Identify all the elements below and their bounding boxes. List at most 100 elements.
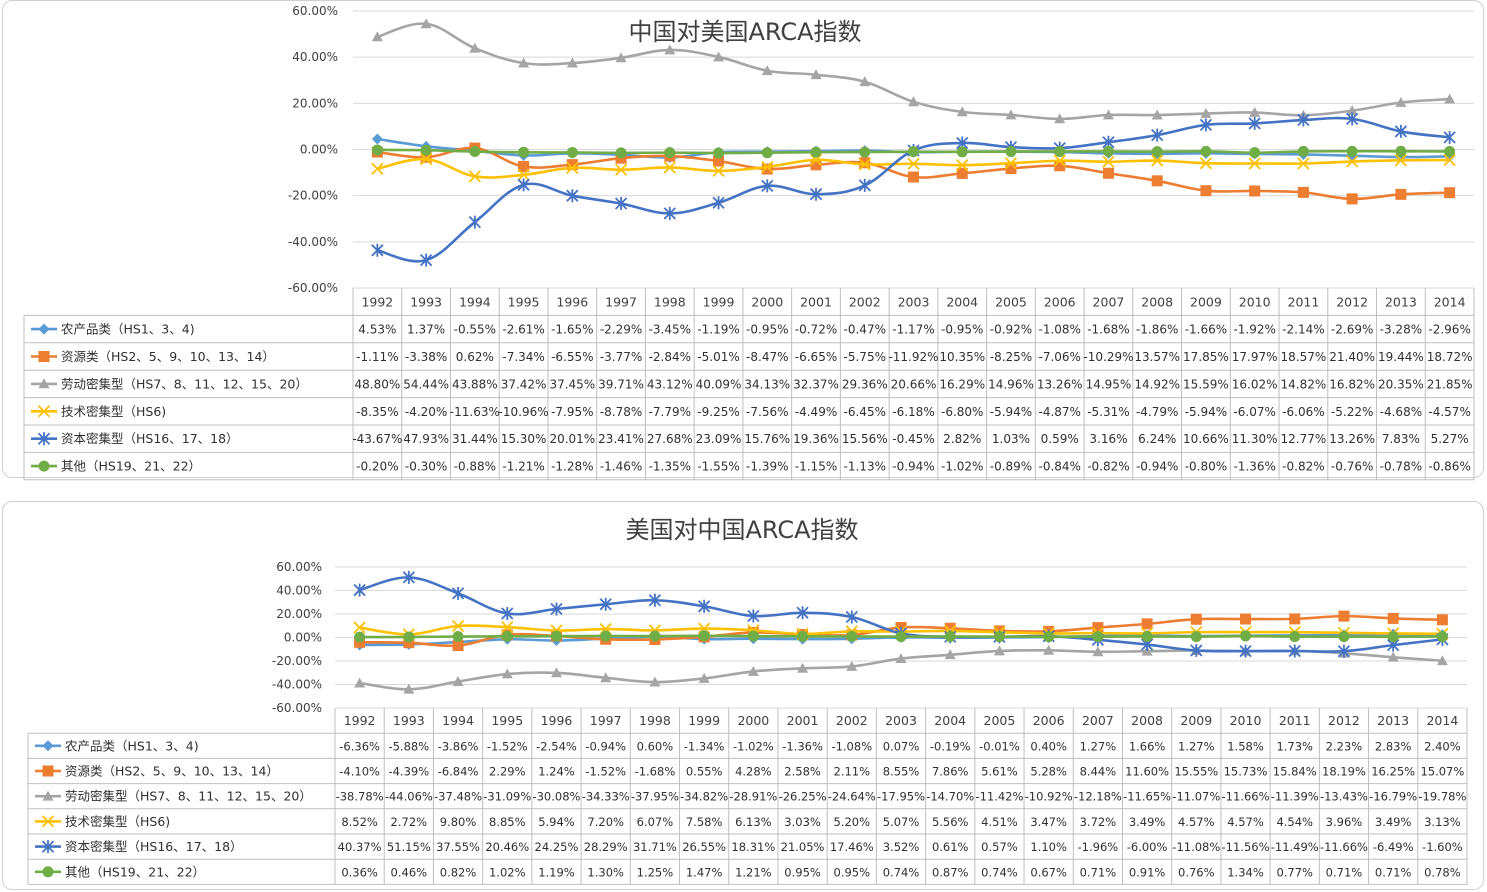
table-cell: -1.36% (782, 739, 823, 753)
table-cell: -1.86% (1136, 323, 1178, 337)
table-cell: 37.45% (549, 377, 595, 391)
table-cell: 0.59% (1041, 432, 1079, 446)
data-point-resource (1436, 614, 1448, 626)
table-cell: 1.21% (735, 865, 772, 879)
table-cell: -11.08% (1172, 840, 1220, 854)
data-point-labor (518, 57, 530, 68)
table-cell: -1.13% (844, 460, 886, 474)
x-tick-label: 2013 (1377, 713, 1409, 728)
x-tick-label: 2012 (1336, 295, 1368, 310)
data-point-capital (419, 253, 433, 267)
table-cell: 1.37% (407, 323, 445, 337)
table-cell: -16.79% (1369, 790, 1417, 804)
table-cell: -10.29% (1083, 350, 1133, 364)
table-cell: -1.17% (892, 323, 934, 337)
data-point-labor (403, 683, 415, 694)
y-tick-label: -20.00% (288, 189, 338, 203)
data-point-other (354, 631, 366, 643)
table-cell: -34.33% (582, 790, 630, 804)
table-cell: -0.94% (585, 739, 626, 753)
data-point-capital (1346, 112, 1359, 126)
data-point-tech (1394, 154, 1408, 167)
data-point-labor (420, 18, 432, 29)
table-cell: -5.88% (388, 739, 429, 753)
data-point-resource (403, 637, 415, 649)
data-point-tech (1053, 154, 1066, 167)
table-cell: -0.20% (356, 460, 398, 474)
data-point-resource (956, 167, 968, 179)
data-point-other (1190, 631, 1202, 643)
data-point-tech (501, 620, 514, 634)
table-cell: -0.55% (454, 323, 496, 337)
data-point-other (797, 630, 809, 642)
table-cell: -6.84% (438, 765, 479, 779)
table-cell: -0.95% (941, 323, 983, 337)
table-cell: 8.85% (489, 815, 526, 829)
data-point-tech (1297, 157, 1310, 170)
data-point-other (1005, 146, 1017, 158)
table-cell: -11.56% (1222, 840, 1270, 854)
table-cell: -4.49% (795, 405, 837, 419)
table-cell: 3.96% (1326, 815, 1363, 829)
data-point-other (1346, 145, 1358, 157)
x-tick-label: 1997 (590, 713, 622, 728)
table-cell: 9.80% (440, 815, 477, 829)
table-cell: -12.18% (1074, 790, 1122, 804)
table-cell: 16.02% (1232, 377, 1278, 391)
table-cell: -3.38% (405, 350, 447, 364)
table-cell: 43.88% (452, 377, 498, 391)
table-cell: 39.71% (598, 377, 644, 391)
data-point-resource (761, 163, 773, 175)
data-point-labor (615, 52, 627, 63)
table-cell: 0.74% (883, 865, 920, 879)
table-cell: 3.52% (883, 840, 920, 854)
data-point-capital (1151, 128, 1164, 142)
table-cell: 40.09% (696, 377, 742, 391)
data-point-capital (712, 196, 725, 210)
data-point-tech (371, 162, 384, 175)
table-cell: -0.88% (454, 460, 496, 474)
data-point-capital (451, 586, 465, 600)
table-cell: -1.55% (697, 460, 739, 474)
table-cell: 1.58% (1227, 739, 1264, 753)
data-point-other (1141, 630, 1153, 642)
legend-entry: 农产品类（HS1、3、4) (65, 738, 199, 753)
data-point-other (993, 631, 1005, 643)
x-tick-label: 1993 (393, 713, 425, 728)
data-point-capital (371, 243, 384, 257)
x-tick-label: 2008 (1131, 713, 1163, 728)
data-point-resource (1092, 622, 1104, 634)
table-cell: -1.52% (487, 739, 528, 753)
data-point-labor (810, 69, 822, 80)
table-cell: -0.80% (1185, 460, 1227, 474)
data-point-resource (1297, 186, 1309, 198)
table-cell: 15.07% (1420, 765, 1464, 779)
table-cell: 0.78% (1424, 865, 1461, 879)
table-cell: 24.25% (535, 840, 579, 854)
data-point-capital (747, 609, 760, 623)
data-point-other (550, 630, 562, 642)
data-point-capital (599, 597, 612, 611)
table-cell: 1.47% (686, 865, 723, 879)
table-cell: -2.96% (1428, 323, 1470, 337)
x-tick-label: 2014 (1434, 295, 1466, 310)
legend-marker-resource (38, 351, 50, 362)
table-cell: 32.37% (793, 377, 839, 391)
table-cell: 4.53% (358, 323, 396, 337)
table-cell: -1.15% (795, 460, 837, 474)
table-cell: -6.07% (1233, 405, 1275, 419)
data-point-resource (566, 159, 578, 171)
data-point-other (1249, 147, 1261, 159)
table-cell: -6.18% (892, 405, 934, 419)
table-cell: 27.68% (647, 432, 693, 446)
table-cell: 1.24% (538, 765, 575, 779)
table-cell: 1.27% (1178, 739, 1215, 753)
table-cell: 21.85% (1427, 377, 1473, 391)
table-cell: -0.72% (795, 323, 837, 337)
table-cell: -5.01% (697, 350, 739, 364)
table-cell: -11.42% (975, 790, 1023, 804)
table-cell: -11.92% (888, 350, 938, 364)
table-cell: -19.78% (1418, 790, 1466, 804)
table-cell: -0.19% (930, 739, 971, 753)
x-tick-label: 2011 (1279, 713, 1311, 728)
